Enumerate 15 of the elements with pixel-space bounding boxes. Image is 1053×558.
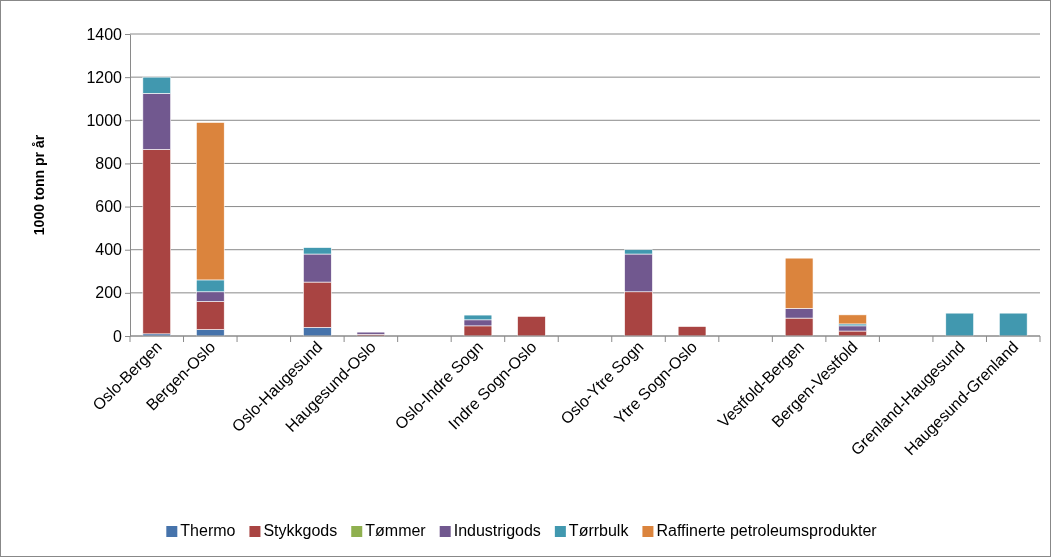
y-tick-label: 1200	[86, 68, 123, 86]
legend-label: Tømmer	[365, 522, 427, 539]
y-tick-label: 1400	[86, 25, 123, 43]
y-tick-label: 600	[95, 198, 123, 216]
y-tick-label: 800	[95, 155, 123, 173]
y-tick-label: 400	[95, 241, 123, 259]
y-tick-label: 1000	[86, 111, 123, 129]
legend-label: Raffinerte petroleumsprodukter	[656, 522, 878, 539]
legend-label: Industrigods	[453, 522, 541, 539]
legend-label: Tørrbulk	[568, 522, 630, 539]
y-axis-title: 1000 tonn pr år	[31, 134, 47, 236]
y-tick-label: 0	[113, 327, 123, 345]
legend-label: Stykkgods	[263, 522, 338, 539]
y-tick-label: 200	[95, 284, 123, 302]
legend-label: Thermo	[180, 522, 236, 539]
